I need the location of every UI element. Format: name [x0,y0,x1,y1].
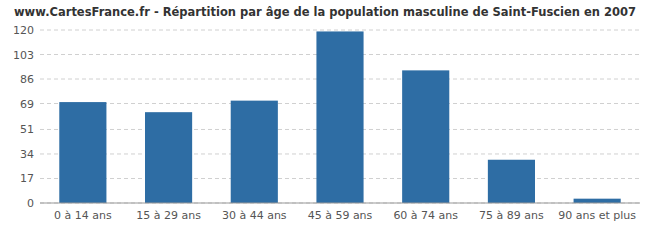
y-tick-label: 51 [20,123,34,136]
grid-line [40,30,640,31]
x-tick-label: 45 à 59 ans [308,209,373,222]
bars [59,31,620,203]
y-tick-label: 17 [20,172,34,185]
x-axis-line [40,203,640,204]
bar [59,102,106,203]
bar [402,70,449,203]
y-tick-label: 103 [13,49,34,62]
x-tick-label: 60 à 74 ans [393,209,458,222]
bar [316,31,363,203]
bar [145,112,192,203]
bar [574,199,621,203]
x-tick-label: 30 à 44 ans [222,209,287,222]
y-tick-label: 34 [20,148,34,161]
grid [40,30,640,203]
grid-line [40,203,640,204]
y-tick-label: 120 [13,24,34,37]
x-tick-label: 15 à 29 ans [136,209,201,222]
y-tick-label: 0 [27,197,34,210]
x-tick-label: 90 ans et plus [558,209,636,222]
chart: www.CartesFrance.fr - Répartition par âg… [0,0,650,229]
x-tick-label: 0 à 14 ans [54,209,112,222]
y-tick-label: 86 [20,73,34,86]
x-tick-label: 75 à 89 ans [479,209,544,222]
bar [488,160,535,203]
bar [231,101,278,203]
y-tick-label: 69 [20,98,34,111]
title: www.CartesFrance.fr - Répartition par âg… [14,5,636,19]
